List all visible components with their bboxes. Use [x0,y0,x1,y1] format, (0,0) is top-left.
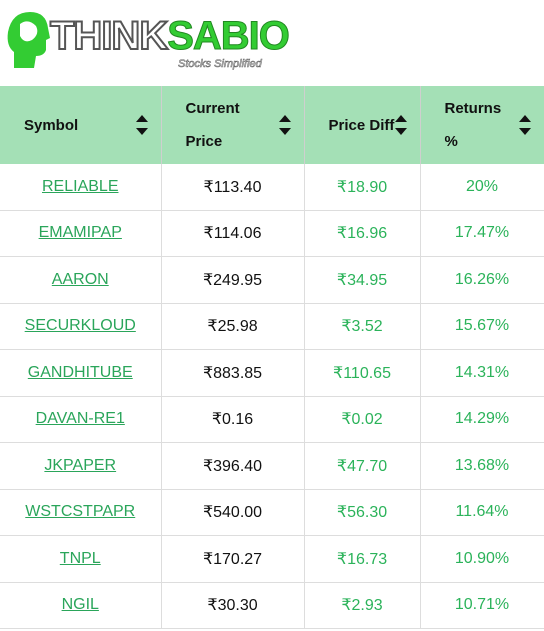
column-header[interactable]: Current Price [161,86,305,164]
symbol-link[interactable]: NGIL [61,596,99,614]
sort-icon[interactable] [394,112,408,138]
cell: ₹113.40 [161,164,305,211]
cell: ₹249.95 [161,256,305,304]
symbol-link[interactable]: AARON [51,270,109,288]
cell: NGIL [0,582,162,629]
cell: AARON [0,256,162,304]
table-body: RELIABLE ₹113.40 ₹18.90 20% EMAMIPAP ₹114.06 ₹… [0,164,544,629]
tagline: Stocks Simplified [178,58,262,71]
cell: GANDHITUBE [0,349,162,397]
symbol-link[interactable]: WSTCSTPAPR [25,503,136,521]
cell: 16.26% [420,256,544,304]
cell: ₹18.90 [304,164,421,211]
brand-part: THINK [49,13,169,59]
stock-row: JKPAPER ₹396.40 ₹47.70 13.68% [0,442,544,490]
cell: ₹16.96 [304,210,421,257]
logo[interactable]: THINKSABIO Stocks Simplified [0,0,544,86]
cell: DAVAN-RE1 [0,396,162,443]
cell: JKPAPER [0,442,162,490]
cell: ₹883.85 [161,349,305,397]
header-row: Symbol Current Price Price Diff Returns % [0,86,544,164]
cell: 17.47% [420,210,544,257]
cell: ₹30.30 [161,582,305,629]
cell: ₹2.93 [304,582,421,629]
cell: ₹0.16 [161,396,305,443]
symbol-link[interactable]: SECURKLOUD [24,317,136,335]
cell: ₹114.06 [161,210,305,257]
symbol-link[interactable]: RELIABLE [42,177,119,195]
stock-row: WSTCSTPAPR ₹540.00 ₹56.30 11.64% [0,489,544,536]
symbol-link[interactable]: JKPAPER [44,456,117,474]
cell: 11.64% [420,489,544,536]
cell: ₹34.95 [304,256,421,304]
stock-row: NGIL ₹30.30 ₹2.93 10.71% [0,582,544,629]
symbol-link[interactable]: DAVAN-RE1 [35,410,125,428]
symbol-link[interactable]: GANDHITUBE [27,363,133,381]
cell: ₹396.40 [161,442,305,490]
brand-part: SABIO [167,14,291,59]
column-header[interactable]: Price Diff [304,86,421,164]
cell: 15.67% [420,303,544,350]
cell: 14.31% [420,349,544,397]
column-header[interactable]: Symbol [0,86,162,164]
stock-row: DAVAN-RE1 ₹0.16 ₹0.02 14.29% [0,396,544,443]
sort-icon[interactable] [518,112,532,138]
cell: 10.90% [420,535,544,583]
cell: ₹16.73 [304,535,421,583]
stock-row: EMAMIPAP ₹114.06 ₹16.96 17.47% [0,210,544,257]
cell: ₹170.27 [161,535,305,583]
sort-icon[interactable] [278,112,292,138]
cell: 13.68% [420,442,544,490]
cell: 20% [420,164,544,211]
header-label: Symbol [24,116,79,134]
cell: 10.71% [420,582,544,629]
header-label: Price Diff [328,116,395,134]
cell: ₹0.02 [304,396,421,443]
symbol-link[interactable]: EMAMIPAP [38,224,122,242]
cell: RELIABLE [0,164,162,211]
cell: ₹25.98 [161,303,305,350]
column-header[interactable]: Returns % [420,86,544,164]
symbol-link[interactable]: TNPL [59,549,101,567]
stock-row: TNPL ₹170.27 ₹16.73 10.90% [0,535,544,583]
cell: ₹3.52 [304,303,421,350]
cell: WSTCSTPAPR [0,489,162,536]
cell: SECURKLOUD [0,303,162,350]
stock-table: Symbol Current Price Price Diff Returns % R… [0,86,544,629]
cell: EMAMIPAP [0,210,162,257]
cell: ₹47.70 [304,442,421,490]
cell: TNPL [0,535,162,583]
logo-icon [7,12,51,68]
cell: ₹56.30 [304,489,421,536]
sort-icon[interactable] [135,112,149,138]
stock-row: RELIABLE ₹113.40 ₹18.90 20% [0,164,544,211]
stock-row: GANDHITUBE ₹883.85 ₹110.65 14.31% [0,349,544,397]
stock-row: SECURKLOUD ₹25.98 ₹3.52 15.67% [0,303,544,350]
brand: THINKSABIO [49,13,291,59]
cell: ₹110.65 [304,349,421,397]
header-label: Current Price [185,100,240,150]
stock-row: AARON ₹249.95 ₹34.95 16.26% [0,256,544,304]
cell: 14.29% [420,396,544,443]
header-label: Returns % [444,100,502,150]
cell: ₹540.00 [161,489,305,536]
